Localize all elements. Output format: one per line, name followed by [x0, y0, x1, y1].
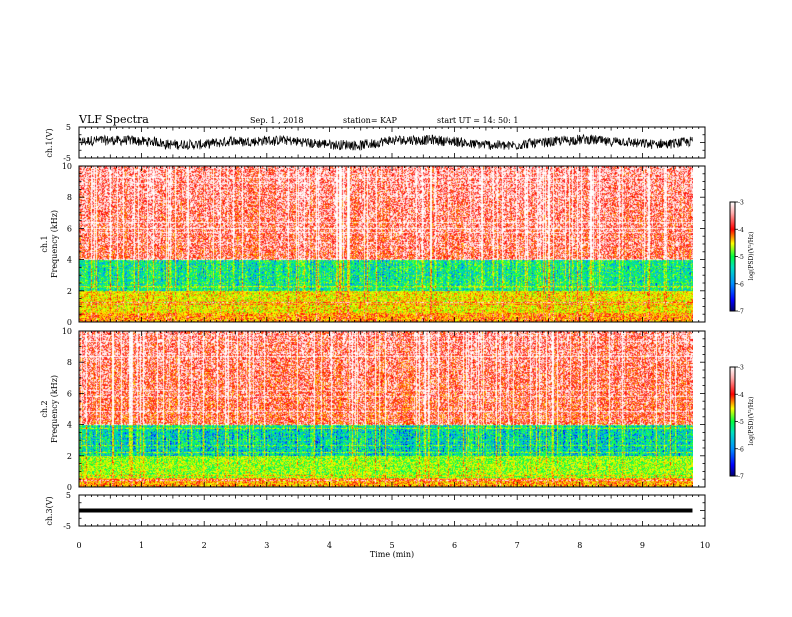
colorbar-tick-label: -5: [738, 254, 744, 261]
y-tick-label: 0: [67, 318, 72, 327]
ch3-waveform-ytick-top: 5: [66, 491, 71, 500]
colorbar-tick-label: -6: [738, 281, 744, 288]
x-tick-label: 10: [700, 541, 710, 550]
x-tick-label: 4: [327, 541, 332, 550]
ch1-waveform-ylabel: ch.1(V): [45, 128, 54, 157]
y-tick-label: 4: [67, 421, 72, 430]
ch1-waveform-ytick-bottom: -5: [63, 154, 71, 163]
y-tick-label: 8: [67, 193, 72, 202]
ch2-colorbar: -3 -4 -5 -6 -7 log(PSD)(V²/Hz): [729, 365, 755, 481]
ch1-colorbar: -3 -4 -5 -6 -7 log(PSD)(V²/Hz): [729, 200, 755, 316]
colorbar-tick-label: -5: [738, 419, 744, 426]
ch2-colorbar-label: log(PSD)(V²/Hz): [748, 397, 755, 446]
y-tick-label: 10: [62, 162, 72, 171]
x-tick-label: 6: [452, 541, 457, 550]
y-tick-label: 4: [67, 256, 72, 265]
ch2-spectrogram-image: [79, 331, 693, 487]
y-tick-label: 0: [67, 483, 72, 492]
x-tick-label: 2: [202, 541, 207, 550]
x-tick-label: 1: [139, 541, 144, 550]
ch1-spectrogram-panel: 0 2 4 6 8 10 ch.1 Frequency (kHz): [40, 162, 706, 327]
y-tick-label: 6: [67, 389, 72, 398]
ch1-colorbar-label: log(PSD)(V²/Hz): [748, 232, 755, 281]
colorbar-tick-label: -3: [738, 200, 744, 207]
y-tick-label: 10: [62, 327, 72, 336]
colorbar-tick-label: -4: [738, 392, 744, 399]
ch3-waveform-ylabel: ch.3(V): [45, 496, 54, 525]
ch2-spectrogram-ylabel-frequency: Frequency (kHz): [50, 375, 59, 443]
colorbar-tick-label: -6: [738, 446, 744, 453]
y-tick-label: 6: [67, 224, 72, 233]
ch1-waveform-line: [78, 133, 693, 151]
colorbar-tick-label: -7: [738, 309, 744, 316]
x-tick-label: 9: [640, 541, 645, 550]
y-tick-label: 2: [67, 452, 72, 461]
y-tick-label: 8: [67, 358, 72, 367]
y-tick-label: 2: [67, 287, 72, 296]
ch1-waveform-panel: 5 -5 ch.1(V): [45, 123, 706, 163]
ch2-spectrogram-panel: 0 2 4 6 8 10 ch.2 Frequency (kHz): [40, 327, 706, 492]
x-tick-label: 7: [515, 541, 520, 550]
x-tick-label: 5: [389, 541, 394, 550]
station-label: station= KAP: [343, 116, 398, 125]
recording-date: Sep. 1 , 2018: [250, 116, 304, 125]
x-tick-label: 8: [577, 541, 582, 550]
colorbar-tick-label: -3: [738, 365, 744, 372]
x-tick-label: 0: [76, 541, 81, 550]
start-time-label: start UT = 14: 50: 1: [437, 116, 518, 125]
ch1-spectrogram-ylabel-frequency: Frequency (kHz): [50, 210, 59, 278]
ch1-spectrogram-image: [79, 166, 693, 322]
colorbar-tick-label: -4: [738, 227, 744, 234]
ch3-waveform-panel: 5 -5 ch.3(V) 0 1 2 3 4 5 6 7 8 9 10 Time (min): [45, 491, 710, 559]
ch1-spectrogram-ylabel-channel: ch.1: [40, 235, 49, 252]
ch1-waveform-ytick-top: 5: [66, 123, 71, 132]
x-axis-label: Time (min): [370, 550, 414, 559]
ch2-spectrogram-ylabel-channel: ch.2: [40, 400, 49, 417]
ch3-waveform-ytick-bottom: -5: [63, 522, 71, 531]
figure-title: VLF Spectra: [78, 113, 149, 126]
colorbar-tick-label: -7: [738, 474, 744, 481]
x-tick-label: 3: [264, 541, 269, 550]
